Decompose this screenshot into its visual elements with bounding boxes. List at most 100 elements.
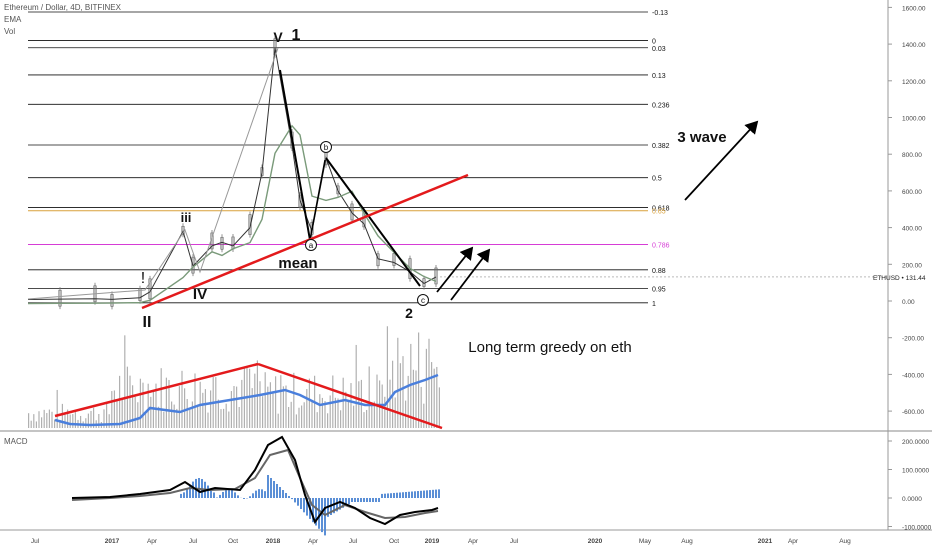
volume-bar (288, 406, 290, 428)
fib-label: 0.03 (652, 46, 666, 53)
volume-bar (340, 410, 342, 428)
time-tick-label: 2020 (588, 538, 603, 545)
circled-wave-marker (305, 239, 317, 251)
price-candle (110, 294, 114, 307)
time-tick-label: Aug (839, 538, 851, 545)
volume-bar (254, 373, 256, 428)
volume-bar (98, 413, 100, 428)
wave-connector (27, 47, 279, 300)
volume-bar (290, 401, 292, 428)
price-candle (138, 288, 142, 301)
macd-histogram-bar (294, 498, 296, 503)
volume-bar (280, 375, 282, 428)
volume-bar (389, 379, 391, 428)
volume-bar (145, 412, 147, 428)
volume-bar (327, 413, 329, 428)
volume-bar (275, 376, 277, 428)
macd-histogram-bar (426, 490, 428, 498)
volume-bar (350, 383, 352, 428)
wave-label: iii (181, 210, 192, 225)
volume-trendline-down (257, 362, 443, 430)
volume-bar (181, 370, 183, 428)
time-tick-label: Oct (389, 538, 399, 545)
macd-histogram-bar (378, 498, 380, 502)
price-tick-label: 1200.00 (902, 79, 926, 86)
volume-bar (293, 372, 295, 428)
volume-bar (61, 403, 63, 428)
symbol-legend: Ethereum / Dollar, 4D, BITFINEX (4, 3, 121, 12)
volume-bar (129, 375, 131, 428)
volume-bar (267, 386, 269, 428)
volume-bar (301, 405, 303, 428)
macd-histogram-bar (360, 498, 362, 502)
volume-bar (311, 400, 313, 428)
macd-histogram-bar (321, 498, 323, 533)
macd-histogram-bar (210, 489, 212, 498)
time-tick-label: Aug (681, 538, 693, 545)
macd-histogram-bar (438, 489, 440, 498)
volume-bar (282, 386, 284, 428)
macd-histogram-bar (408, 491, 410, 498)
volume-bar (353, 405, 355, 428)
wave-label: II (143, 314, 152, 331)
macd-histogram-bar (249, 496, 251, 498)
price-candle (260, 167, 264, 176)
volume-bar (178, 386, 180, 428)
volume-bar (277, 413, 279, 428)
volume-bar (69, 414, 71, 428)
volume-bar (321, 397, 323, 428)
macd-histogram-bar (219, 494, 221, 498)
macd-histogram-bar (189, 485, 191, 498)
price-tick-label: 1400.00 (902, 42, 926, 49)
time-tick-label: Apr (468, 538, 479, 545)
volume-bar (337, 398, 339, 428)
volume-bar (59, 420, 61, 428)
price-tick-label: 800.00 (902, 152, 922, 159)
volume-bar (308, 378, 310, 428)
macd-histogram-bar (255, 490, 257, 498)
volume-bar (33, 414, 35, 428)
macd-panel (71, 435, 440, 536)
macd-histogram-bar (267, 475, 269, 498)
macd-histogram-bar (228, 489, 230, 498)
volume-bar (230, 391, 232, 428)
volume-bar (171, 401, 173, 428)
volume-bar (264, 372, 266, 428)
time-tick-label: 2018 (266, 538, 281, 545)
volume-bars (28, 326, 440, 428)
macd-histogram-bar (339, 498, 341, 510)
volume-bar (210, 390, 212, 428)
macd-histogram-bar (186, 489, 188, 498)
volume-bar (41, 417, 43, 428)
volume-bar (262, 396, 264, 428)
macd-histogram-bar (333, 498, 335, 514)
macd-histogram-bar (354, 498, 356, 502)
fib-label: 0.88 (652, 268, 666, 275)
volume-ma-line (54, 373, 439, 427)
macd-histogram-bar (285, 493, 287, 498)
volume-bar (329, 395, 331, 428)
macd-histogram-bar (300, 498, 302, 509)
time-tick-label: Jul (31, 538, 40, 545)
three-wave-label: 3 wave (677, 129, 726, 146)
macd-histogram-bar (183, 492, 185, 498)
macd-histogram-bar (420, 490, 422, 498)
wave-line-c (325, 157, 421, 287)
time-tick-label: Jul (349, 538, 358, 545)
projection-arrow (436, 246, 474, 293)
fib-label: 0.786 (652, 242, 670, 249)
volume-bar (345, 391, 347, 428)
volume-bar (113, 390, 115, 428)
price-tick-label: 600.00 (902, 189, 922, 196)
wave-label: ! (141, 270, 145, 287)
wave-label: V (273, 29, 283, 45)
macd-histogram-bar (261, 489, 263, 498)
macd-histogram-bar (288, 496, 290, 498)
volume-bar (72, 414, 74, 428)
volume-bar (407, 375, 409, 428)
price-candle (248, 214, 252, 235)
macd-histogram-bar (429, 490, 431, 498)
macd-histogram-bar (243, 498, 245, 499)
